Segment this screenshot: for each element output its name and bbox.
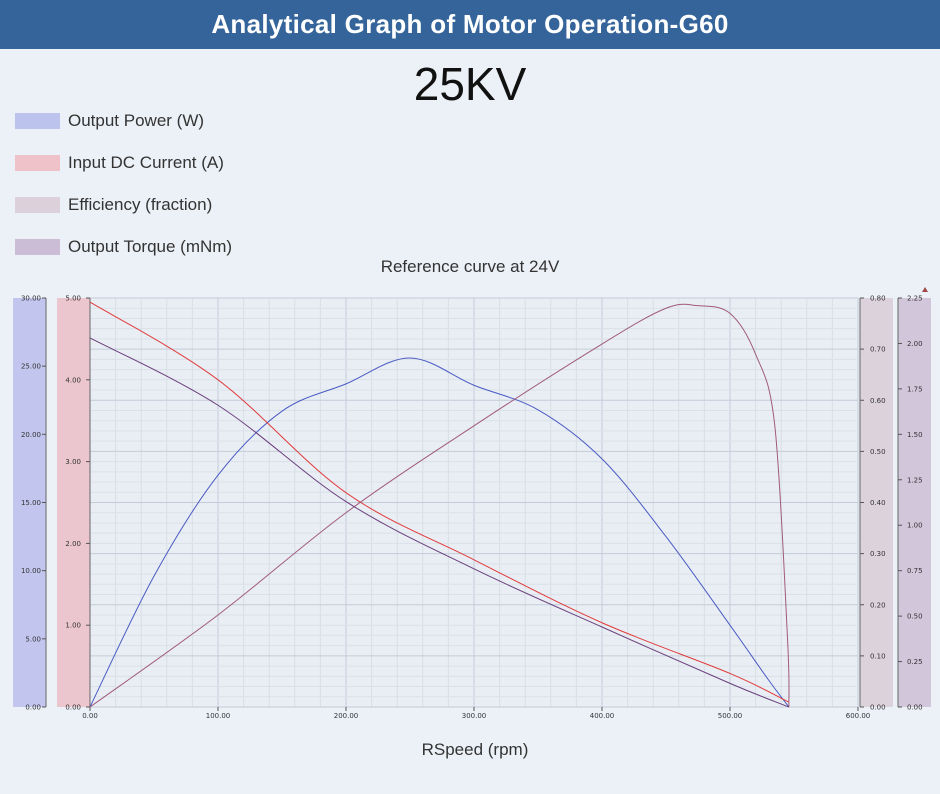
legend-swatch-power [15, 113, 60, 129]
power-tick-label: 30.00 [21, 295, 41, 303]
efficiency-tick-label: 0.70 [870, 346, 886, 354]
torque-tick-label: 0.00 [907, 704, 923, 712]
current-tick-label: 4.00 [65, 376, 81, 384]
efficiency-tick-label: 0.40 [870, 499, 886, 507]
power-tick-label: 0.00 [25, 704, 41, 712]
legend-swatch-torque [15, 239, 60, 255]
legend-label-power: Output Power (W) [68, 111, 205, 130]
current-tick-label: 2.00 [65, 540, 81, 548]
power-tick-label: 10.00 [21, 567, 41, 575]
scroll-up-icon[interactable] [922, 287, 928, 292]
torque-tick-label: 0.25 [907, 658, 923, 666]
torque-tick-label: 1.25 [907, 476, 923, 484]
torque-tick-label: 1.50 [907, 431, 923, 439]
power-tick-label: 20.00 [21, 431, 41, 439]
current-tick-label: 5.00 [65, 295, 81, 303]
x-tick-label: 0.00 [82, 712, 98, 720]
x-tick-label: 500.00 [718, 712, 743, 720]
chart-subtitle: Reference curve at 24V [380, 257, 560, 276]
axes: 0.00 100.00 200.00 300.00 400.00 500.00 600.00… [21, 295, 923, 721]
efficiency-tick-label: 0.20 [870, 601, 886, 609]
current-tick-label: 1.00 [65, 622, 81, 630]
power-axis-band [13, 298, 46, 707]
x-tick-label: 600.00 [846, 712, 871, 720]
legend: Output Power (W) Input DC Current (A) Ef… [15, 100, 232, 268]
x-tick-label: 300.00 [462, 712, 487, 720]
series [89, 301, 790, 708]
torque-tick-label: 0.50 [907, 613, 923, 621]
efficiency-tick-label: 0.30 [870, 550, 886, 558]
series-line-power [89, 357, 790, 708]
torque-tick-label: 1.00 [907, 522, 923, 530]
kv-label: 25KV [413, 58, 527, 110]
torque-axis-band [898, 298, 931, 707]
series-line-current [89, 301, 790, 703]
power-tick-label: 15.00 [21, 499, 41, 507]
efficiency-axis-band [860, 298, 893, 707]
torque-tick-label: 0.75 [907, 567, 923, 575]
x-axis-label: RSpeed (rpm) [421, 740, 529, 759]
legend-item-torque: Output Torque (mNm) [15, 226, 232, 268]
series-line-efficiency [89, 303, 790, 708]
grid [89, 297, 859, 708]
efficiency-tick-label: 0.00 [870, 704, 886, 712]
efficiency-tick-label: 0.60 [870, 397, 886, 405]
header-title: Analytical Graph of Motor Operation-G60 [211, 9, 729, 39]
efficiency-tick-label: 0.50 [870, 448, 886, 456]
legend-item-efficiency: Efficiency (fraction) [15, 184, 232, 226]
power-tick-label: 25.00 [21, 363, 41, 371]
efficiency-tick-label: 0.10 [870, 652, 886, 660]
power-tick-label: 5.00 [25, 635, 41, 643]
torque-tick-label: 1.75 [907, 385, 923, 393]
current-tick-label: 3.00 [65, 458, 81, 466]
torque-tick-label: 2.25 [907, 295, 923, 303]
legend-item-current: Input DC Current (A) [15, 142, 232, 184]
x-tick-label: 400.00 [590, 712, 615, 720]
series-line-torque [89, 337, 790, 708]
legend-label-current: Input DC Current (A) [68, 153, 224, 172]
legend-swatch-current [15, 155, 60, 171]
x-tick-label: 200.00 [334, 712, 359, 720]
current-tick-label: 0.00 [65, 704, 81, 712]
torque-tick-label: 2.00 [907, 340, 923, 348]
legend-label-torque: Output Torque (mNm) [68, 237, 233, 256]
current-axis-band [57, 298, 90, 707]
page-header: Analytical Graph of Motor Operation-G60 [0, 0, 940, 49]
efficiency-tick-label: 0.80 [870, 295, 886, 303]
legend-swatch-efficiency [15, 197, 60, 213]
x-tick-label: 100.00 [206, 712, 231, 720]
legend-label-efficiency: Efficiency (fraction) [68, 195, 213, 214]
legend-item-power: Output Power (W) [15, 100, 232, 142]
